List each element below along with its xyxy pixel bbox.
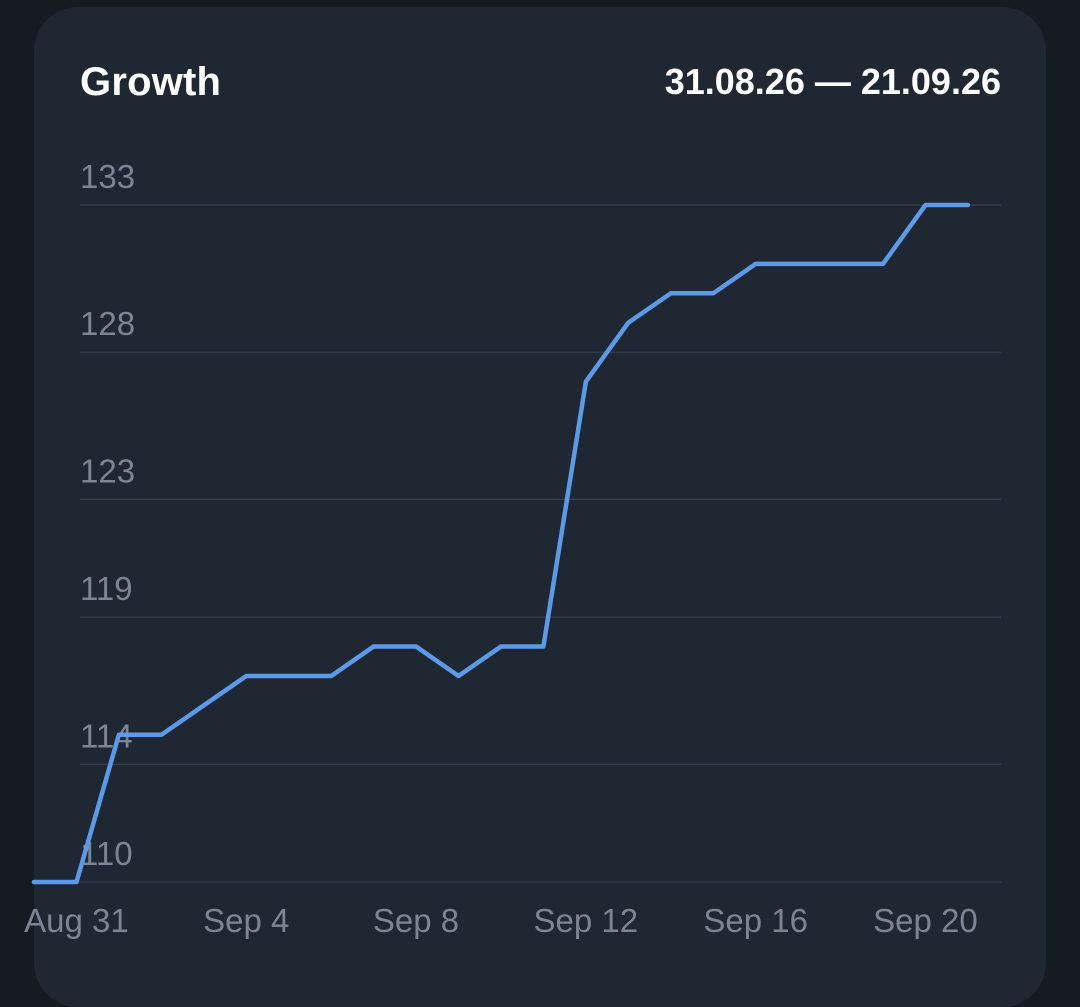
grid-lines: [80, 204, 1001, 883]
x-axis-ticks: Aug 31 Sep 4 Sep 8 Sep 12 Sep 16 Sep 20: [24, 902, 978, 939]
data-point[interactable]: [198, 699, 210, 711]
date-range[interactable]: 31.08.26 — 21.09.26: [664, 61, 1001, 102]
x-tick-label: Sep 12: [534, 902, 639, 939]
data-point[interactable]: [707, 287, 719, 299]
data-point[interactable]: [877, 258, 889, 270]
data-point[interactable]: [113, 729, 125, 741]
growth-series-line: [31, 202, 971, 885]
data-point[interactable]: [283, 670, 295, 682]
data-point[interactable]: [70, 876, 82, 888]
data-point[interactable]: [835, 258, 847, 270]
data-point[interactable]: [240, 670, 252, 682]
data-point[interactable]: [792, 258, 804, 270]
y-tick-label: 123: [80, 452, 135, 489]
x-tick-label: Sep 16: [703, 902, 808, 939]
chart-card: [34, 7, 1046, 1007]
data-point[interactable]: [28, 876, 40, 888]
y-tick-label: 133: [80, 158, 135, 195]
data-point[interactable]: [155, 729, 167, 741]
x-tick-label: Aug 31: [24, 902, 129, 939]
data-point[interactable]: [537, 641, 549, 653]
x-tick-label: Sep 20: [873, 902, 978, 939]
data-point[interactable]: [622, 317, 634, 329]
data-point[interactable]: [495, 641, 507, 653]
y-tick-label: 128: [80, 305, 135, 342]
data-point[interactable]: [665, 287, 677, 299]
y-tick-label: 119: [80, 570, 133, 607]
data-point[interactable]: [368, 641, 380, 653]
series-layer: [28, 199, 974, 888]
data-point[interactable]: [962, 199, 974, 211]
data-point[interactable]: [325, 670, 337, 682]
chart-title: Growth: [80, 60, 222, 104]
data-point[interactable]: [919, 199, 931, 211]
data-point[interactable]: [750, 258, 762, 270]
x-tick-label: Sep 4: [203, 902, 289, 939]
x-tick-label: Sep 8: [373, 902, 459, 939]
data-point[interactable]: [410, 641, 422, 653]
data-point[interactable]: [453, 670, 465, 682]
data-point[interactable]: [580, 376, 592, 388]
